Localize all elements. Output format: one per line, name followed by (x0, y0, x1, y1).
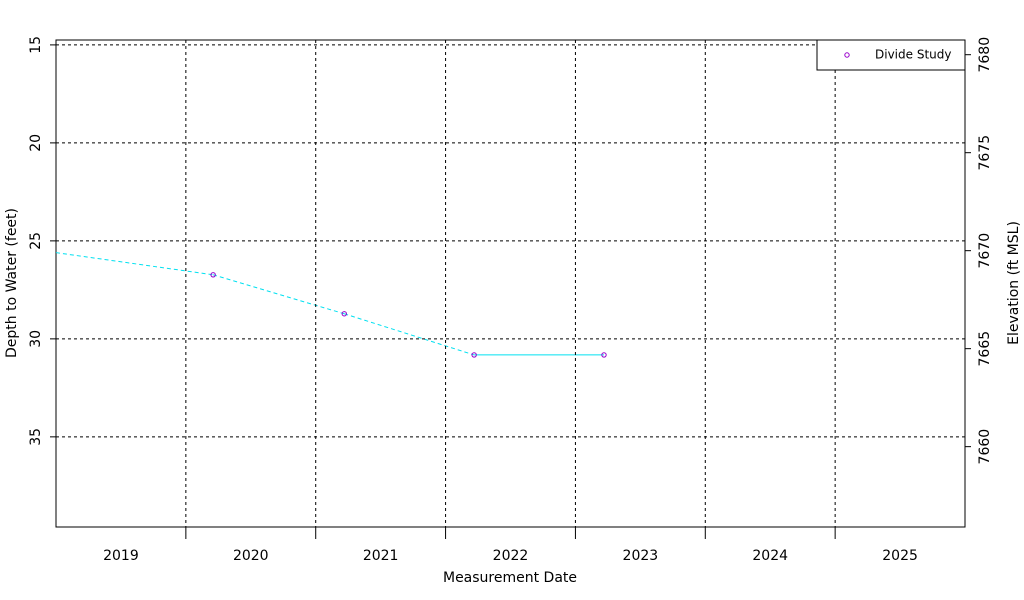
y2-tick-label: 7665 (977, 331, 993, 367)
x-tick-label: 2024 (752, 548, 788, 564)
x-tick-label: 2020 (233, 548, 269, 564)
y2-tick-label: 7660 (977, 429, 993, 465)
plot-frame (55, 39, 966, 528)
y-tick-label: 30 (28, 330, 44, 348)
y2-tick-label: 7680 (977, 37, 993, 73)
x-tick-label: 2025 (882, 548, 918, 564)
y-axis-label: Depth to Water (feet) (4, 208, 20, 358)
y-tick-label: 20 (28, 134, 44, 152)
data-point (601, 352, 607, 358)
data-point (341, 311, 347, 317)
legend-marker (844, 52, 850, 58)
y2-tick-label: 7675 (977, 135, 993, 171)
legend-box (816, 39, 966, 71)
y2-tick-label: 7670 (977, 233, 993, 269)
y-tick-label: 35 (28, 428, 44, 446)
x-tick-label: 2019 (103, 548, 139, 564)
y-tick-label: 15 (28, 36, 44, 54)
x-tick-label: 2021 (363, 548, 399, 564)
data-point (471, 352, 477, 358)
line-segment (344, 313, 475, 356)
line-segment (212, 274, 345, 315)
x-tick-label: 2023 (623, 548, 659, 564)
legend-label: Divide Study (875, 48, 951, 62)
plot-area (56, 252, 607, 358)
x-tick-label: 2022 (493, 548, 529, 564)
y2-axis-label: Elevation (ft MSL) (1006, 221, 1022, 345)
y-tick-label: 25 (28, 232, 44, 250)
data-point (210, 272, 216, 278)
x-axis-label: Measurement Date (443, 570, 577, 586)
line-segment (56, 252, 214, 276)
